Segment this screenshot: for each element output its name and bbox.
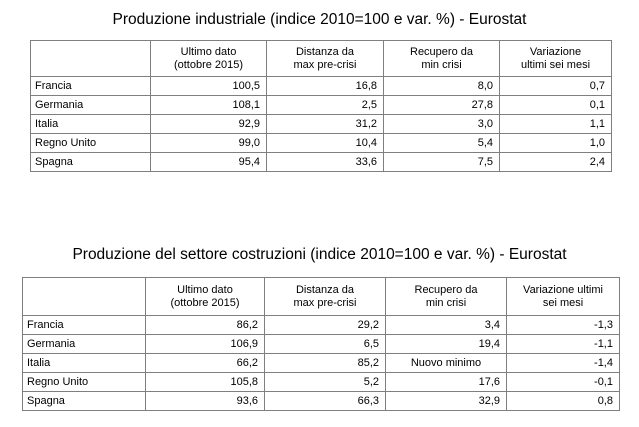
header-distance-max: Distanza da max pre-crisi: [266, 40, 384, 77]
value-cell: 99,0: [150, 133, 267, 153]
country-cell: Regno Unito: [22, 372, 146, 392]
value-cell: 10,4: [266, 133, 384, 153]
value-cell: 86,2: [145, 315, 265, 335]
value-cell: 1,1: [499, 114, 612, 134]
header-six-month-change: Variazione ultimi sei mesi: [506, 277, 620, 316]
header-six-month-change: Variazione ultimi sei mesi: [499, 40, 612, 77]
industrial-production-title: Produzione industriale (indice 2010=100 …: [112, 11, 527, 28]
value-cell: 66,3: [264, 391, 386, 411]
country-cell: Germania: [22, 334, 146, 354]
table-header-row: Ultimo dato (ottobre 2015) Distanza da m…: [30, 40, 612, 77]
value-cell: 16,8: [266, 76, 384, 96]
table-row: Germania 106,9 6,5 19,4 -1,1: [22, 334, 620, 354]
value-cell: 2,5: [266, 95, 384, 115]
country-cell: Francia: [22, 315, 146, 335]
value-cell: 2,4: [499, 152, 612, 172]
country-cell: Francia: [30, 76, 151, 96]
value-cell: 8,0: [383, 76, 500, 96]
construction-production-title: Produzione del settore costruzioni (indi…: [72, 246, 567, 263]
country-cell: Spagna: [30, 152, 151, 172]
table-row: Francia 100,5 16,8 8,0 0,7: [30, 76, 612, 96]
value-cell: 106,9: [145, 334, 265, 354]
value-cell: 0,1: [499, 95, 612, 115]
country-cell: Regno Unito: [30, 133, 151, 153]
value-cell: 108,1: [150, 95, 267, 115]
value-cell: 66,2: [145, 353, 265, 373]
table-header-row: Ultimo dato (ottobre 2015) Distanza da m…: [22, 277, 620, 316]
value-cell: -1,1: [506, 334, 620, 354]
table-row: Italia 66,2 85,2 Nuovo minimo -1,4: [22, 353, 620, 373]
table-row: Regno Unito 99,0 10,4 5,4 1,0: [30, 133, 612, 153]
value-cell: 1,0: [499, 133, 612, 153]
value-cell: 7,5: [383, 152, 500, 172]
table-row: Francia 86,2 29,2 3,4 -1,3: [22, 315, 620, 335]
value-cell: 19,4: [385, 334, 507, 354]
value-cell: 6,5: [264, 334, 386, 354]
country-cell: Spagna: [22, 391, 146, 411]
header-last-value: Ultimo dato (ottobre 2015): [150, 40, 267, 77]
country-cell: Italia: [30, 114, 151, 134]
value-cell: 95,4: [150, 152, 267, 172]
value-cell: 92,9: [150, 114, 267, 134]
value-cell: 3,0: [383, 114, 500, 134]
value-cell: Nuovo minimo: [385, 353, 507, 373]
value-cell: -1,4: [506, 353, 620, 373]
value-cell: 5,2: [264, 372, 386, 392]
header-empty: [22, 277, 146, 316]
header-empty: [30, 40, 151, 77]
value-cell: 17,6: [385, 372, 507, 392]
value-cell: 100,5: [150, 76, 267, 96]
header-last-value: Ultimo dato (ottobre 2015): [145, 277, 265, 316]
table-row: Germania 108,1 2,5 27,8 0,1: [30, 95, 612, 115]
country-cell: Italia: [22, 353, 146, 373]
value-cell: 33,6: [266, 152, 384, 172]
table-row: Spagna 95,4 33,6 7,5 2,4: [30, 152, 612, 172]
header-distance-max: Distanza da max pre-crisi: [264, 277, 386, 316]
value-cell: -0,1: [506, 372, 620, 392]
country-cell: Germania: [30, 95, 151, 115]
value-cell: 31,2: [266, 114, 384, 134]
header-recovery-min: Recupero da min crisi: [383, 40, 500, 77]
industrial-production-table: Ultimo dato (ottobre 2015) Distanza da m…: [30, 40, 612, 172]
table-row: Regno Unito 105,8 5,2 17,6 -0,1: [22, 372, 620, 392]
value-cell: 0,8: [506, 391, 620, 411]
value-cell: 3,4: [385, 315, 507, 335]
value-cell: -1,3: [506, 315, 620, 335]
value-cell: 105,8: [145, 372, 265, 392]
value-cell: 29,2: [264, 315, 386, 335]
value-cell: 32,9: [385, 391, 507, 411]
value-cell: 93,6: [145, 391, 265, 411]
value-cell: 85,2: [264, 353, 386, 373]
table-row: Italia 92,9 31,2 3,0 1,1: [30, 114, 612, 134]
value-cell: 0,7: [499, 76, 612, 96]
header-recovery-min: Recupero da min crisi: [385, 277, 507, 316]
table-row: Spagna 93,6 66,3 32,9 0,8: [22, 391, 620, 411]
value-cell: 27,8: [383, 95, 500, 115]
construction-production-table: Ultimo dato (ottobre 2015) Distanza da m…: [22, 277, 620, 411]
value-cell: 5,4: [383, 133, 500, 153]
